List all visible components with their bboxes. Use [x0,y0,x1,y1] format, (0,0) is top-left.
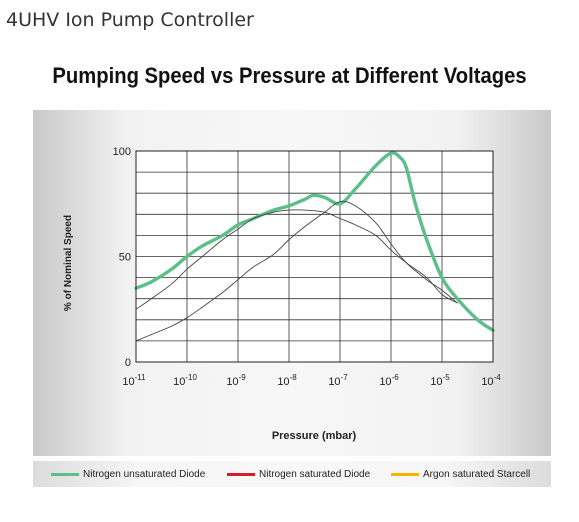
y-axis-label: % of Nominal Speed [63,215,74,311]
y-tick-label: 100 [113,146,131,158]
legend-label-argon-saturated-starcell: Argon saturated Starcell [423,468,531,480]
tick-labels: 10-11 10-10 10-9 10-8 10-7 10-6 10-5 10-4 0 50 100 [113,146,502,388]
page-title: 4UHV Ion Pump Controller [6,9,254,31]
x-tick-label: 10-5 [430,373,450,388]
legend-label-nitrogen-unsaturated-diode: Nitrogen unsaturated Diode [83,468,206,480]
legend-label-nitrogen-saturated-diode: Nitrogen saturated Diode [259,468,371,480]
legend-swatch-nitrogen-saturated-diode [227,472,255,476]
series-line-argon-saturated-starcell [135,200,458,342]
y-tick-label: 50 [119,252,131,264]
chart-title: Pumping Speed vs Pressure at Different V… [52,63,527,88]
x-tick-label: 10-8 [277,373,297,388]
x-axis-label: Pressure (mbar) [272,430,357,442]
series-lines [134,151,495,342]
plot-frame [135,150,494,363]
x-tick-label: 10-6 [379,373,399,388]
x-tick-label: 10-11 [122,373,146,388]
legend: Nitrogen unsaturated Diode Nitrogen satu… [33,461,551,487]
legend-item-argon-saturated-starcell: Argon saturated Starcell [391,461,530,487]
x-tick-label: 10-7 [328,373,348,388]
legend-item-nitrogen-unsaturated-diode: Nitrogen unsaturated Diode [51,461,205,487]
x-tick-label: 10-9 [226,373,246,388]
y-tick-label: 0 [125,357,131,369]
legend-swatch-nitrogen-unsaturated-diode [51,472,79,476]
x-tick-label: 10-10 [173,373,197,388]
legend-item-nitrogen-saturated-diode: Nitrogen saturated Diode [227,461,370,487]
legend-swatch-argon-saturated-starcell [391,472,419,476]
x-tick-label: 10-4 [481,373,501,388]
series-line-nitrogen-unsaturated-diode [134,151,495,333]
